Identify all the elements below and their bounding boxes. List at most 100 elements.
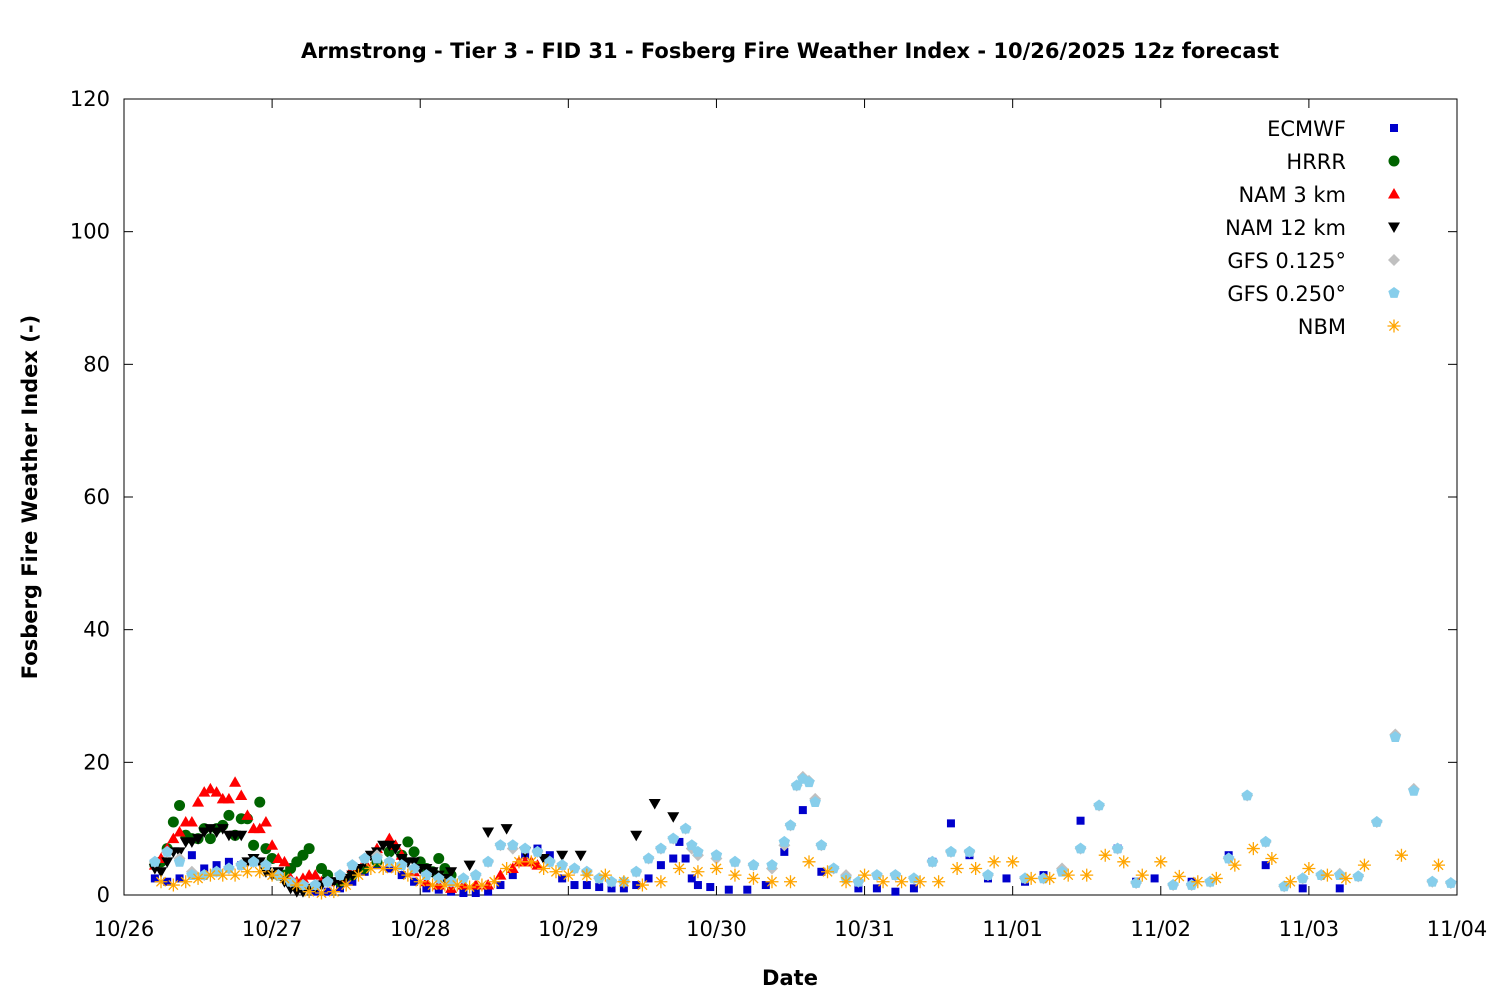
legend-label: GFS 0.250° <box>1227 282 1346 306</box>
data-point <box>512 855 526 869</box>
data-point <box>463 860 476 872</box>
data-point <box>167 832 180 844</box>
data-point <box>561 868 575 882</box>
data-point <box>895 875 909 889</box>
y-tick-label: 0 <box>97 883 110 907</box>
data-point <box>302 885 316 899</box>
data-point <box>544 855 556 867</box>
data-point <box>278 855 291 867</box>
data-point <box>766 859 778 870</box>
data-point <box>537 861 551 875</box>
data-point <box>210 827 223 838</box>
data-point <box>1024 871 1038 885</box>
data-point <box>508 871 517 880</box>
data-point <box>334 869 346 880</box>
data-point <box>692 845 704 857</box>
data-point <box>482 855 494 867</box>
legend-marker <box>1388 254 1400 266</box>
data-point <box>828 862 840 874</box>
data-point <box>191 871 205 885</box>
data-point <box>729 855 741 867</box>
data-point <box>630 865 642 877</box>
data-point <box>445 867 458 878</box>
data-point <box>747 859 760 870</box>
y-tick-label: 20 <box>83 750 110 774</box>
data-point <box>655 842 667 854</box>
data-point <box>309 869 322 880</box>
data-point <box>216 824 229 835</box>
legend-marker <box>1388 155 1400 167</box>
data-point <box>1357 858 1371 872</box>
data-point <box>216 868 230 882</box>
data-point <box>150 874 159 883</box>
data-point <box>155 867 168 878</box>
data-point <box>619 884 628 893</box>
data-point <box>635 878 649 892</box>
data-point <box>277 871 291 885</box>
data-point <box>1334 869 1346 880</box>
data-point <box>248 839 260 851</box>
data-point <box>457 872 470 884</box>
data-point <box>809 796 821 807</box>
data-point <box>296 872 309 883</box>
data-point <box>212 861 221 870</box>
data-point <box>693 881 702 890</box>
data-point <box>1135 868 1149 882</box>
data-point <box>1408 784 1420 796</box>
data-point <box>413 875 427 889</box>
data-point <box>348 877 357 886</box>
data-point <box>672 861 686 875</box>
data-point <box>531 859 544 870</box>
data-point <box>352 868 366 882</box>
data-point <box>223 862 235 874</box>
x-axis-label: Date <box>762 966 818 990</box>
data-point <box>1093 799 1105 811</box>
data-point <box>598 868 612 882</box>
data-point <box>235 859 247 870</box>
data-point <box>265 868 279 882</box>
data-point <box>1150 874 1159 883</box>
legend-label: HRRR <box>1286 150 1346 174</box>
data-point <box>686 839 698 851</box>
data-point <box>507 839 519 851</box>
data-point <box>743 885 752 894</box>
legend-label: NBM <box>1298 315 1346 339</box>
data-point <box>241 809 254 820</box>
data-point <box>346 859 358 870</box>
legend-marker <box>1388 287 1400 298</box>
data-point <box>568 862 581 874</box>
data-point <box>290 878 304 892</box>
data-point <box>1297 872 1309 884</box>
data-point <box>173 855 186 867</box>
series-gfs-0-250- <box>149 731 1457 892</box>
legend-marker <box>1387 319 1401 333</box>
data-point <box>854 884 863 893</box>
data-point <box>706 883 715 892</box>
data-point <box>484 887 493 896</box>
data-point <box>364 861 378 875</box>
data-point <box>335 884 344 893</box>
data-point <box>272 852 285 864</box>
data-point <box>710 849 723 861</box>
data-point <box>210 786 223 797</box>
data-point <box>185 816 198 827</box>
data-point <box>433 872 445 884</box>
data-marks <box>148 728 1457 900</box>
data-point <box>1261 861 1270 870</box>
x-tick-label: 11/01 <box>982 917 1043 941</box>
data-point <box>630 830 643 842</box>
data-point <box>154 875 168 889</box>
data-point <box>1335 884 1344 893</box>
data-point <box>644 874 653 883</box>
data-point <box>203 868 217 882</box>
data-point <box>728 868 742 882</box>
data-point <box>463 880 477 894</box>
data-point <box>1298 884 1307 893</box>
data-point <box>1283 875 1297 889</box>
data-point <box>303 843 315 855</box>
data-point <box>1389 731 1401 742</box>
x-tick-label: 11/02 <box>1131 917 1192 941</box>
axes: 0 20 40 60 80 100 120 10/26 10/27 10/28 10/29 10/30… <box>70 87 1487 941</box>
data-point <box>383 832 396 844</box>
data-point <box>1394 848 1408 862</box>
